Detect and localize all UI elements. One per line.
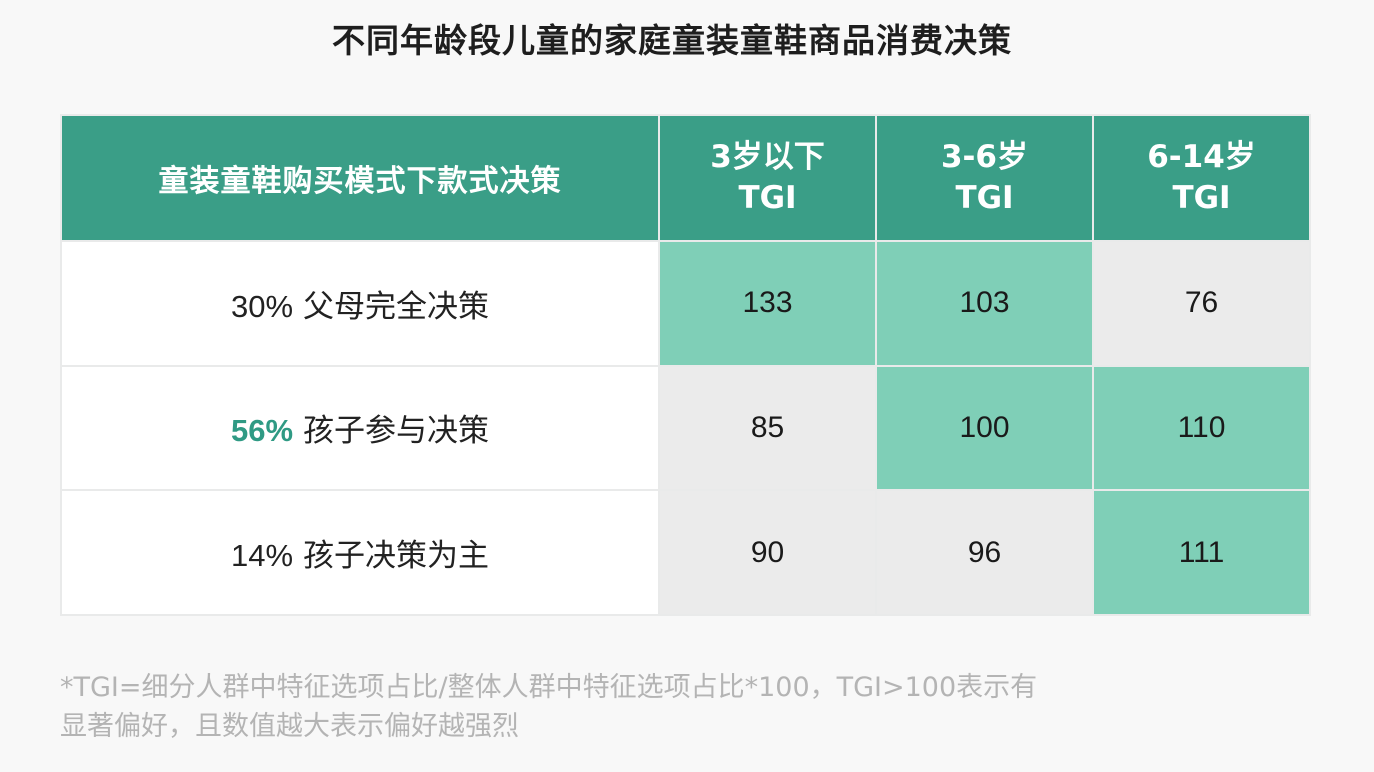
row-share-percent: 30% [231,288,294,324]
tgi-value-cell: 85 [658,364,877,492]
chart-title: 不同年龄段儿童的家庭童装童鞋商品消费决策 [332,21,1012,60]
header-tgi-label: TGI [1172,180,1231,216]
header-age-label: 6-14岁 [1147,139,1256,175]
tgi-value-cell: 110 [1092,364,1311,492]
table-row: 56% 孩子参与决策 85 100 110 [60,364,1311,492]
header-tgi-label: TGI [955,180,1014,216]
row-label: 14% 孩子决策为主 [60,489,660,616]
header-tgi-label: TGI [738,180,797,216]
tgi-value-cell: 76 [1092,240,1311,367]
table-header-row: 童装童鞋购买模式下款式决策 3岁以下 TGI 3-6岁 TGI 6-14岁 TG… [60,114,1311,242]
tgi-value-cell: 90 [658,489,877,616]
tgi-value-cell: 133 [658,240,877,367]
table-row: 14% 孩子决策为主 90 96 111 [60,489,1311,616]
row-label: 30% 父母完全决策 [60,240,660,367]
header-mode-label: 童装童鞋购买模式下款式决策 [60,114,660,242]
header-age-6-14: 6-14岁 TGI [1092,114,1311,242]
footnote-line: 显著偏好，且数值越大表示偏好越强烈 [60,711,519,742]
row-decision-mode: 孩子决策为主 [302,538,489,575]
tgi-value-cell: 100 [875,364,1094,492]
tgi-value-cell: 96 [875,489,1094,616]
table-body: 30% 父母完全决策 133 103 76 56% 孩子参与决策 85 100 110 14% … [60,240,1311,616]
row-label: 56% 孩子参与决策 [60,364,660,492]
row-decision-mode: 父母完全决策 [302,288,489,325]
row-decision-mode: 孩子参与决策 [302,413,489,450]
header-age-label: 3岁以下 [710,139,825,175]
header-age-under-3: 3岁以下 TGI [658,114,877,242]
footnote-line: *TGI=细分人群中特征选项占比/整体人群中特征选项占比*100，TGI>100… [60,672,1038,703]
tgi-value-cell: 103 [875,240,1094,367]
header-age-3-6: 3-6岁 TGI [875,114,1094,242]
header-age-label: 3-6岁 [940,139,1028,175]
table-row: 30% 父母完全决策 133 103 76 [60,240,1311,367]
footnote: *TGI=细分人群中特征选项占比/整体人群中特征选项占比*100，TGI>100… [60,668,1320,746]
tgi-value-cell: 111 [1092,489,1311,616]
tgi-table: 童装童鞋购买模式下款式决策 3岁以下 TGI 3-6岁 TGI 6-14岁 TG… [60,114,1311,616]
row-share-percent: 56% [231,413,294,449]
row-share-percent: 14% [231,538,294,574]
